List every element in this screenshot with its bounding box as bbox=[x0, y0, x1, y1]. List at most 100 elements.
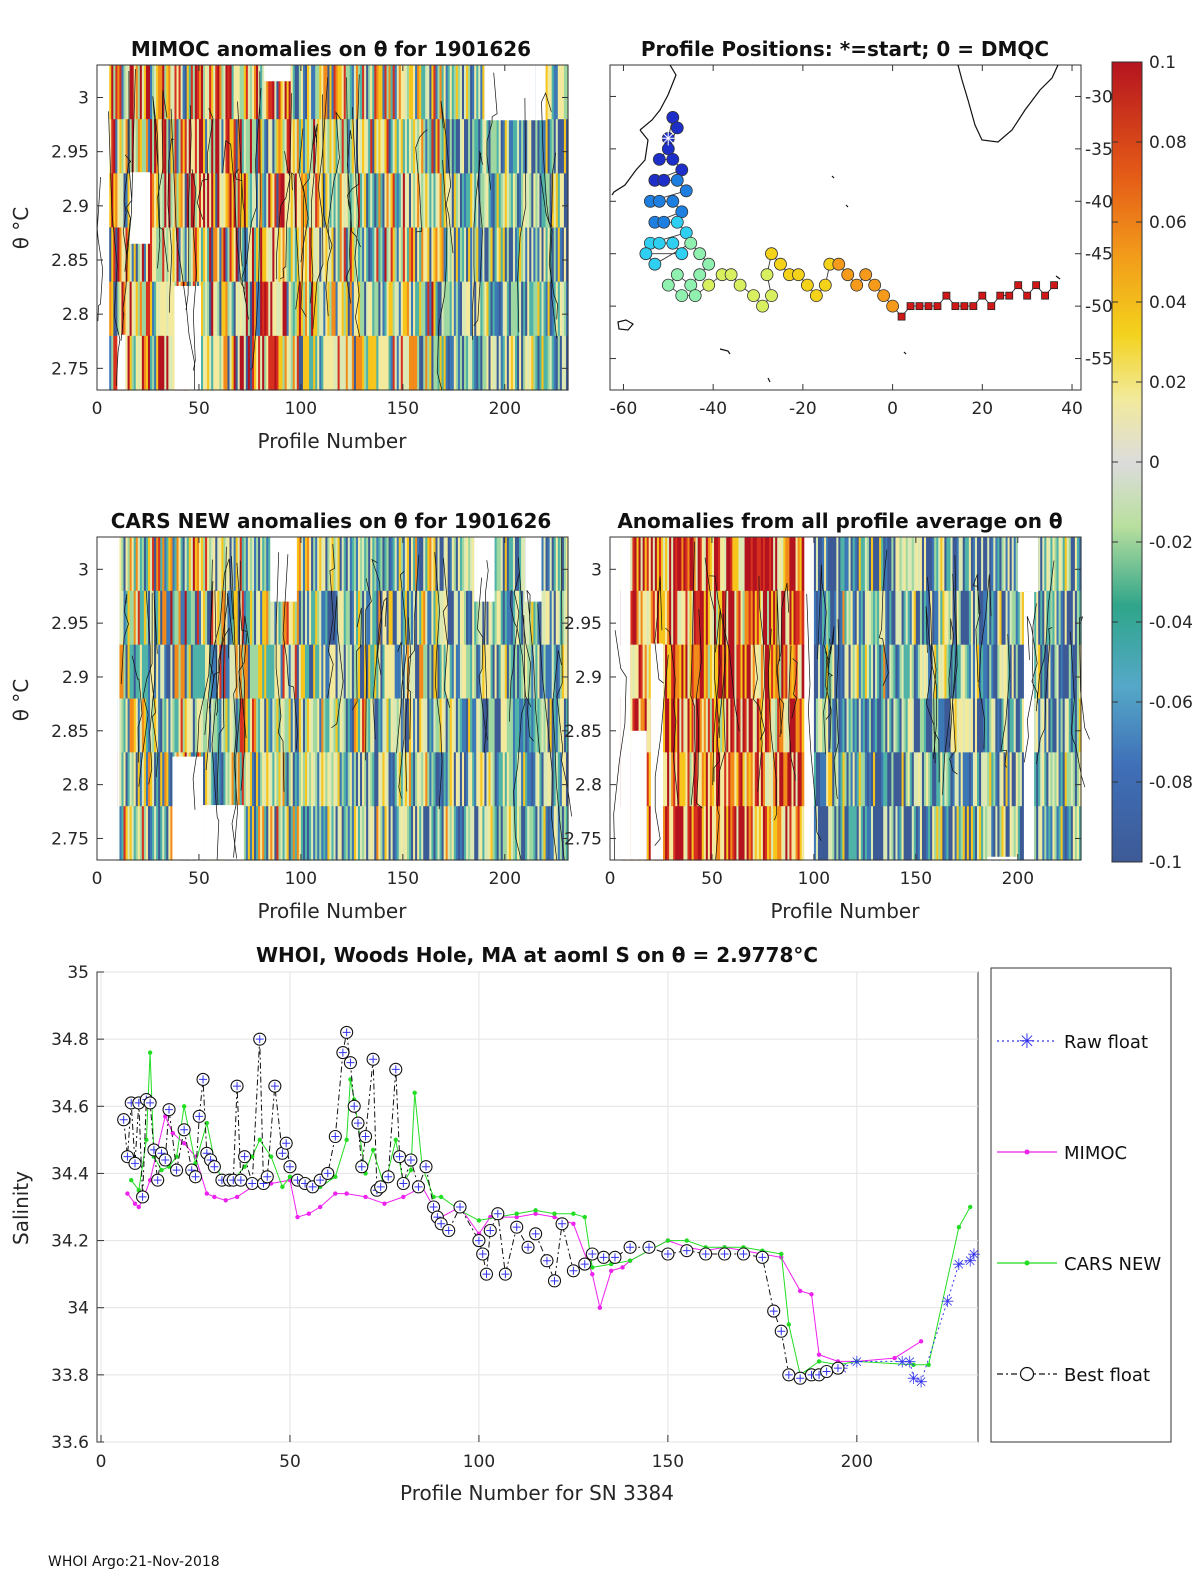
heatmap-cell bbox=[331, 537, 335, 592]
heatmap-cell bbox=[339, 698, 343, 753]
y-tick-label: 2.85 bbox=[51, 722, 89, 742]
heatmap-cell bbox=[125, 752, 129, 807]
legend-box bbox=[990, 967, 1172, 1443]
heatmap-cell bbox=[145, 227, 149, 283]
heatmap-cell bbox=[915, 752, 919, 807]
best-float-point bbox=[608, 1250, 622, 1264]
heatmap-cell bbox=[256, 698, 259, 753]
heatmap-cell bbox=[143, 65, 147, 120]
heatmap-cell bbox=[282, 119, 286, 174]
heatmap-cell bbox=[852, 752, 856, 807]
heatmap-cell bbox=[311, 173, 314, 229]
y-tick-label: -40 bbox=[1085, 192, 1113, 212]
heatmap-cell bbox=[1003, 752, 1007, 807]
heatmap-cell bbox=[1070, 806, 1074, 861]
best-float-point bbox=[188, 1170, 203, 1184]
cars-new-point bbox=[249, 1154, 255, 1159]
heatmap-cell bbox=[180, 119, 184, 174]
x-tick-label: 40 bbox=[1061, 399, 1083, 419]
heatmap-cell bbox=[384, 644, 388, 700]
heatmap-cell bbox=[1078, 537, 1082, 592]
heatmap-cell bbox=[760, 752, 764, 807]
heatmap-cell bbox=[109, 119, 112, 174]
dmqc-position-square bbox=[996, 291, 1005, 300]
heatmap-cell bbox=[137, 698, 141, 753]
heatmap-cell bbox=[991, 644, 994, 700]
heatmap-cell bbox=[182, 227, 186, 283]
heatmap-cell bbox=[468, 119, 471, 174]
heatmap-cell bbox=[1062, 698, 1066, 753]
heatmap-cell bbox=[374, 227, 377, 283]
heatmap-cell bbox=[461, 65, 465, 120]
heatmap-cell bbox=[372, 698, 375, 753]
heatmap-cell bbox=[840, 752, 844, 807]
heatmap-cell bbox=[824, 752, 827, 807]
heatmap-cell bbox=[525, 119, 528, 174]
heatmap-cell bbox=[388, 173, 392, 229]
heatmap-cell bbox=[1072, 644, 1076, 700]
best-float-point bbox=[158, 1153, 172, 1167]
heatmap-cell bbox=[268, 752, 271, 807]
colorbar-tick-label: -0.02 bbox=[1149, 533, 1193, 553]
heatmap-cell bbox=[445, 806, 449, 861]
heatmap-cell bbox=[860, 590, 864, 646]
heatmap-cell bbox=[999, 644, 1003, 700]
heatmap-cell bbox=[327, 537, 331, 592]
heatmap-cell bbox=[500, 806, 504, 861]
heatmap-cell bbox=[459, 752, 463, 807]
best-float-raw-star bbox=[486, 1226, 495, 1235]
heatmap-cell bbox=[190, 119, 194, 174]
heatmap-cell bbox=[205, 644, 208, 700]
heatmap-cell bbox=[885, 644, 888, 700]
heatmap-cell bbox=[280, 281, 284, 337]
heatmap-cell bbox=[785, 806, 788, 861]
heatmap-cell bbox=[188, 537, 192, 592]
heatmap-cell bbox=[388, 537, 392, 592]
heatmap-cell bbox=[533, 173, 536, 229]
heatmap-cell bbox=[429, 644, 432, 700]
contour-line bbox=[406, 554, 420, 740]
heatmap-cell bbox=[533, 335, 536, 391]
heatmap-cell bbox=[282, 698, 286, 753]
heatmap-cell bbox=[254, 65, 257, 120]
heatmap-cell bbox=[972, 806, 976, 861]
south-america-coast-north bbox=[639, 64, 677, 131]
heatmap-cell bbox=[282, 227, 286, 283]
heatmap-cell bbox=[913, 644, 917, 700]
heatmap-cell bbox=[484, 806, 488, 861]
heatmap-cell bbox=[730, 590, 733, 646]
island-c bbox=[903, 351, 907, 355]
heatmap-cell bbox=[756, 537, 760, 592]
heatmap-cell bbox=[889, 590, 892, 646]
heatmap-cell bbox=[182, 173, 186, 229]
contour-line bbox=[517, 557, 535, 742]
heatmap-cell bbox=[848, 644, 852, 700]
heatmap-cell bbox=[233, 644, 237, 700]
heatmap-cell bbox=[561, 806, 565, 861]
heatmap-cell bbox=[683, 537, 687, 592]
heatmap-cell bbox=[1019, 644, 1023, 700]
heatmap-cell bbox=[203, 698, 206, 753]
heatmap-cell bbox=[429, 806, 432, 861]
profile-position-circle bbox=[666, 236, 680, 250]
heatmap-cell bbox=[251, 65, 255, 120]
heatmap-cell bbox=[1052, 806, 1056, 861]
heatmap-cell bbox=[190, 65, 194, 120]
best-float-point bbox=[521, 1240, 535, 1254]
heatmap-cell bbox=[561, 173, 565, 229]
heatmap-cell bbox=[217, 698, 220, 753]
heatmap-cell bbox=[476, 335, 479, 391]
heatmap-cell bbox=[1054, 644, 1058, 700]
heatmap-cell bbox=[392, 590, 396, 646]
profile-position-circle bbox=[648, 257, 662, 271]
heatmap-cell bbox=[773, 806, 776, 861]
heatmap-cell bbox=[517, 644, 520, 700]
heatmap-cell bbox=[881, 590, 884, 646]
heatmap-cell bbox=[449, 806, 453, 861]
heatmap-cell bbox=[317, 173, 320, 229]
heatmap-cell bbox=[278, 806, 282, 861]
heatmap-cell bbox=[695, 698, 699, 753]
heatmap-cell bbox=[366, 65, 369, 120]
heatmap-cell bbox=[225, 590, 229, 646]
heatmap-cell bbox=[1040, 590, 1043, 646]
